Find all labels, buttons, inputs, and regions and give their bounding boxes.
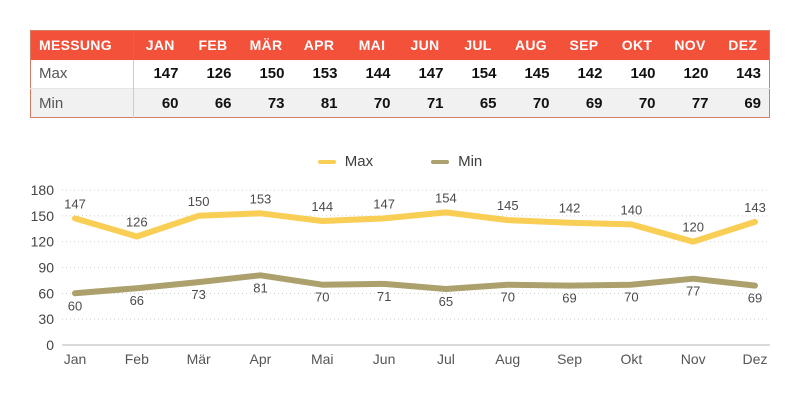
- header-cell-month: DEZ: [716, 30, 770, 60]
- data-point-label: 153: [250, 191, 272, 206]
- data-point-label: 69: [748, 291, 762, 306]
- data-point-label: 144: [311, 199, 333, 214]
- y-tick-label: 30: [38, 311, 54, 327]
- table-cell: 147: [418, 65, 444, 83]
- table-row-max: Max 147 126 150 153 144 147 154 145 142 140 120 143: [30, 59, 770, 89]
- table-cell: 126: [206, 65, 232, 83]
- table-cell: 70: [504, 88, 558, 118]
- series-line-max: [72, 209, 758, 245]
- table-cell: 150: [259, 65, 285, 83]
- measurements-table: MESSUNG JAN FEB MÄR APR MAI JUN JUL AUG SEP OKT NOV…: [30, 30, 770, 118]
- line-chart: 0 30 60 90 120 150 180 Jan Feb Mär Apr Mai Jun Jul Aug…: [31, 182, 770, 367]
- table-cell: 71: [398, 88, 452, 118]
- data-point-label: 145: [497, 198, 519, 213]
- x-tick-label: Jun: [373, 351, 396, 367]
- data-point-label: 81: [253, 280, 267, 295]
- data-point-label: 66: [130, 293, 144, 308]
- y-tick-label: 150: [31, 208, 55, 224]
- table-body: Max 147 126 150 153 144 147 154 145 142 140 120 143 M…: [30, 59, 770, 118]
- table-cell: 69: [557, 88, 611, 118]
- data-point-label: 73: [191, 287, 205, 302]
- legend-dash-icon: [317, 159, 336, 164]
- data-point-label: 70: [500, 290, 514, 305]
- table-header-row: MESSUNG JAN FEB MÄR APR MAI JUN JUL AUG SEP OKT NOV…: [30, 30, 770, 60]
- legend-item-max[interactable]: Max: [317, 153, 374, 170]
- row-label: Max: [30, 59, 134, 89]
- table-cell: 69: [716, 88, 770, 118]
- header-cell-month: MAI: [345, 30, 399, 60]
- legend-dash-icon: [431, 159, 450, 164]
- table-cell: 140: [630, 65, 656, 83]
- row-label: Min: [30, 88, 134, 118]
- header-cell-month: NOV: [663, 30, 717, 60]
- legend-item-min[interactable]: Min: [431, 153, 482, 170]
- data-point-label: 147: [64, 196, 86, 211]
- table-cell: 73: [239, 88, 293, 118]
- y-tick-label: 90: [38, 260, 54, 276]
- x-tick-label: Mai: [311, 351, 334, 367]
- data-point-label: 65: [439, 294, 453, 309]
- data-point-label: 70: [624, 290, 638, 305]
- data-point-label: 60: [68, 298, 82, 313]
- header-cell-month: JUN: [398, 30, 452, 60]
- chart-legend: Max Min: [0, 153, 800, 170]
- series-line-min: [72, 272, 758, 297]
- y-tick-label: 180: [31, 182, 55, 198]
- header-cell-month: MÄR: [239, 30, 293, 60]
- x-tick-label: Feb: [125, 351, 149, 367]
- table-row-min: Min 60 66 73 81 70 71 65 70 69 70 77 69: [30, 88, 770, 118]
- table-cell: 144: [365, 65, 391, 83]
- x-tick-label: Mär: [187, 351, 211, 367]
- table-cell: 145: [524, 65, 550, 83]
- x-tick-label: Aug: [495, 351, 520, 367]
- data-point-label: 69: [562, 291, 576, 306]
- data-point-label: 77: [686, 284, 700, 299]
- table-cell: 77: [663, 88, 717, 118]
- data-point-label: 71: [377, 289, 391, 304]
- header-cell-month: JUL: [451, 30, 505, 60]
- data-point-label: 143: [744, 200, 766, 215]
- y-tick-label: 60: [38, 285, 54, 301]
- x-tick-label: Dez: [743, 351, 768, 367]
- x-tick-label: Jan: [64, 351, 87, 367]
- table-cell: 81: [292, 88, 346, 118]
- y-tick-label: 0: [46, 337, 54, 353]
- header-cell-messung: MESSUNG: [30, 30, 134, 60]
- data-point-label: 126: [126, 215, 148, 230]
- x-tick-label: Jul: [437, 351, 455, 367]
- data-point-label: 140: [621, 202, 643, 217]
- table-cell: 153: [312, 65, 338, 83]
- table-cell: 66: [186, 88, 240, 118]
- x-tick-label: Sep: [557, 351, 582, 367]
- table-cell: 142: [577, 65, 603, 83]
- table-cell: 70: [610, 88, 664, 118]
- table-cell: 147: [153, 65, 179, 83]
- header-cell-month: AUG: [504, 30, 558, 60]
- data-point-label: 154: [435, 190, 457, 205]
- table-cell: 154: [471, 65, 497, 83]
- data-point-label: 70: [315, 290, 329, 305]
- legend-label: Min: [458, 153, 483, 170]
- data-point-label: 150: [188, 194, 210, 209]
- table-cell: 60: [133, 88, 187, 118]
- x-tick-label: Nov: [681, 351, 706, 367]
- table-cell: 143: [735, 65, 761, 83]
- x-tick-label: Apr: [250, 351, 272, 367]
- x-tick-label: Okt: [620, 351, 642, 367]
- table-cell: 65: [451, 88, 505, 118]
- y-tick-label: 120: [31, 234, 55, 250]
- data-point-label: 120: [682, 220, 704, 235]
- header-cell-month: OKT: [610, 30, 664, 60]
- header-cell-month: JAN: [133, 30, 187, 60]
- table-cell: 70: [345, 88, 399, 118]
- table-cell: 120: [683, 65, 709, 83]
- header-cell-month: SEP: [557, 30, 611, 60]
- legend-label: Max: [344, 153, 374, 170]
- header-cell-month: FEB: [186, 30, 240, 60]
- table-header: MESSUNG JAN FEB MÄR APR MAI JUN JUL AUG SEP OKT NOV…: [30, 30, 770, 60]
- header-cell-month: APR: [292, 30, 346, 60]
- data-point-label: 142: [559, 201, 581, 216]
- data-point-label: 147: [373, 196, 395, 211]
